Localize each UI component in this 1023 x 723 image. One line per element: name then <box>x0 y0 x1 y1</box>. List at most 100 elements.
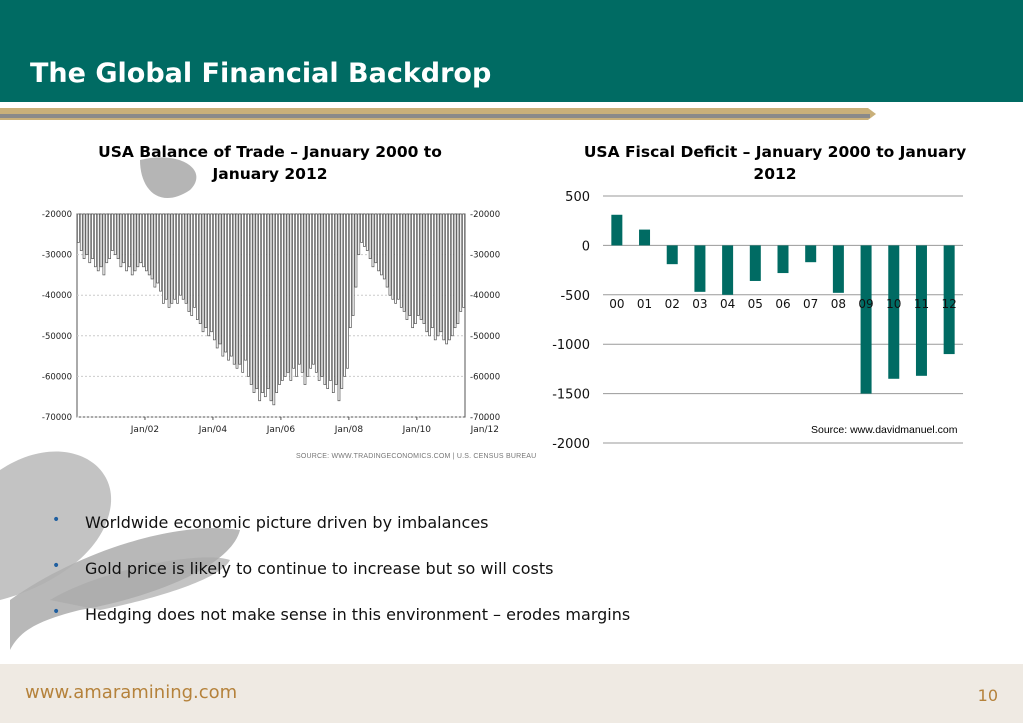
trade-bar <box>184 213 188 304</box>
trade-bar <box>320 213 324 377</box>
trade-bar <box>173 213 177 300</box>
deficit-x-tick-label: 03 <box>692 297 707 311</box>
trade-y-tick-label-left: -30000 <box>42 251 72 261</box>
trade-bar <box>128 213 131 268</box>
trade-chart-title: USA Balance of Trade – January 2000 to J… <box>98 143 442 183</box>
deficit-bar <box>694 245 706 292</box>
trade-bar <box>303 213 307 385</box>
trade-bar <box>105 213 109 264</box>
trade-bar <box>436 213 440 337</box>
trade-bar <box>229 213 233 357</box>
trade-bar <box>269 213 273 402</box>
trade-bar <box>198 213 202 324</box>
trade-bar <box>246 213 250 377</box>
trade-bar <box>102 213 106 276</box>
trade-bar <box>224 213 228 353</box>
deficit-bar <box>888 245 900 379</box>
trade-bar <box>159 213 162 292</box>
deficit-bar <box>777 245 789 274</box>
trade-y-tick-label-left: -50000 <box>42 332 72 342</box>
trade-bar <box>255 213 259 389</box>
trade-bar <box>111 213 114 251</box>
trade-bar <box>425 213 429 333</box>
deficit-bar <box>611 214 623 246</box>
trade-x-tick-label: Jan/02 <box>130 425 159 435</box>
trade-bar <box>79 213 83 251</box>
trade-y-tick-label-left: -60000 <box>42 372 72 382</box>
trade-bar <box>263 213 267 398</box>
bullet-item: • Gold price is likely to continue to in… <box>52 558 554 578</box>
trade-bar <box>388 213 392 296</box>
trade-bar <box>190 213 194 316</box>
trade-bar <box>329 213 332 381</box>
trade-x-tick-label: Jan/10 <box>402 425 432 435</box>
trade-bar <box>377 213 380 272</box>
deficit-x-tick-label: 04 <box>720 297 735 311</box>
trade-bar <box>408 213 412 316</box>
trade-x-tick-label: Jan/04 <box>198 425 228 435</box>
trade-bar <box>295 213 298 377</box>
footer-website-link[interactable]: www.amaramining.com <box>25 682 238 703</box>
header-rule <box>0 108 876 120</box>
trade-bar <box>249 213 253 385</box>
trade-bar <box>235 213 239 369</box>
trade-bar <box>419 213 423 320</box>
trade-y-tick-label-right: -20000 <box>470 210 500 220</box>
trade-bar <box>331 213 335 393</box>
trade-bar <box>428 213 431 337</box>
deficit-y-tick-label: -1000 <box>552 338 590 353</box>
trade-bar <box>136 213 140 268</box>
deficit-bar <box>915 245 927 376</box>
deficit-x-tick-label: 02 <box>665 297 680 311</box>
bullet-list: • Worldwide economic picture driven by i… <box>50 508 750 646</box>
deficit-bar <box>860 245 872 394</box>
deficit-bar <box>666 245 678 265</box>
trade-bar <box>286 213 290 373</box>
trade-bar <box>323 213 327 385</box>
trade-bar <box>405 213 409 320</box>
bullet-dot-icon: • <box>52 604 61 620</box>
trade-bar <box>365 213 369 251</box>
deficit-y-tick-label: 0 <box>582 239 590 254</box>
deficit-x-tick-label: 05 <box>748 297 763 311</box>
trade-bar <box>153 213 157 288</box>
trade-bar <box>122 213 126 264</box>
trade-bar <box>244 213 247 361</box>
trade-bar <box>439 213 443 333</box>
trade-bar <box>334 213 338 385</box>
trade-bar <box>394 213 397 304</box>
trade-bar <box>459 213 463 312</box>
trade-bar <box>195 213 199 320</box>
trade-bar <box>317 213 321 381</box>
deficit-y-tick-label: 500 <box>565 190 590 205</box>
trade-bar <box>179 213 182 296</box>
trade-bar <box>130 213 134 276</box>
trade-bar <box>448 213 451 341</box>
trade-x-tick-label: Jan/12 <box>470 425 499 435</box>
trade-bar <box>108 213 111 260</box>
trade-bar <box>385 213 389 288</box>
trade-bar <box>252 213 256 393</box>
deficit-x-tick-label: 00 <box>609 297 624 311</box>
trade-bar <box>241 213 245 373</box>
trade-bar <box>297 213 301 365</box>
background-swoosh-graphic <box>0 157 240 650</box>
bullet-dot-icon: • <box>52 512 61 528</box>
trade-bar <box>397 213 400 300</box>
deficit-chart-title: USA Fiscal Deficit – January 2000 to Jan… <box>583 143 967 183</box>
trade-bar <box>142 213 145 268</box>
footer-bar <box>0 664 1023 723</box>
trade-x-tick-label: Jan/06 <box>266 425 296 435</box>
deficit-bar <box>805 245 817 263</box>
deficit-x-tick-label: 07 <box>803 297 818 311</box>
trade-bar <box>145 213 148 272</box>
trade-bar <box>312 213 315 365</box>
trade-y-tick-label-right: -50000 <box>470 332 500 342</box>
trade-bar <box>374 213 378 264</box>
trade-bar <box>275 213 279 393</box>
trade-bar <box>351 213 355 316</box>
trade-bar <box>272 213 276 406</box>
page-number: 10 <box>977 686 998 705</box>
trade-bar <box>113 213 117 255</box>
trade-bar <box>99 213 103 268</box>
